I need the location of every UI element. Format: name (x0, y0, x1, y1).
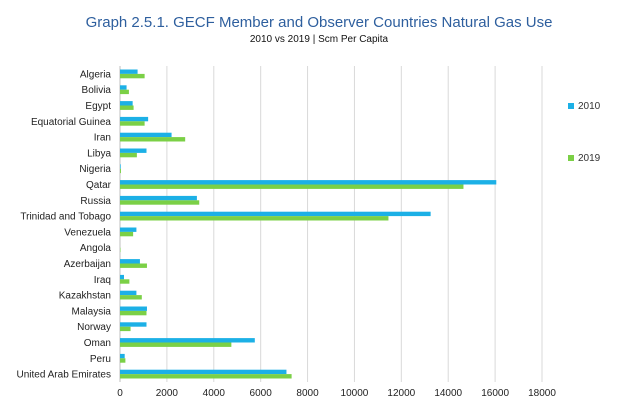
bar-azerbaijan-2019 (120, 263, 147, 268)
category-label-russia: Russia (80, 196, 111, 207)
category-label-oman: Oman (84, 338, 111, 349)
category-label-iran: Iran (94, 133, 111, 144)
category-label-libya: Libya (87, 148, 111, 159)
bar-bolivia-2010 (120, 85, 127, 90)
category-label-united-arab-emirates: United Arab Emirates (17, 370, 112, 381)
bar-malaysia-2010 (120, 306, 147, 311)
bar-venezuela-2010 (120, 227, 137, 232)
bar-algeria-2010 (120, 69, 138, 74)
category-label-nigeria: Nigeria (79, 164, 111, 175)
x-tick-0: 0 (117, 388, 123, 399)
x-tick-18000: 18000 (528, 388, 556, 399)
x-tick-2000: 2000 (156, 388, 179, 399)
bar-iraq-2019 (120, 279, 130, 284)
bar-egypt-2019 (120, 105, 134, 110)
x-tick-labels: 0 2000 4000 6000 8000 10000 12000 14000 16000 180… (117, 388, 556, 399)
category-label-norway: Norway (77, 322, 111, 333)
bar-oman-2019 (120, 342, 232, 347)
category-label-equatorial-guinea: Equatorial Guinea (31, 117, 111, 128)
x-tick-14000: 14000 (434, 388, 462, 399)
category-label-azerbaijan: Azerbaijan (64, 259, 111, 270)
category-label-algeria: Algeria (80, 69, 112, 80)
bar-norway-2019 (120, 326, 131, 332)
bars (120, 69, 497, 379)
category-labels: Algeria Bolivia Egypt Equatorial Guinea Iran… (17, 69, 112, 380)
legend-swatch-2010 (568, 103, 574, 109)
bar-equatorial-guinea-2010 (120, 116, 149, 122)
bar-russia-2019 (120, 200, 200, 205)
bar-iran-2010 (120, 132, 172, 138)
category-label-egypt: Egypt (85, 101, 111, 112)
legend-swatch-2019 (568, 155, 574, 161)
bar-nigeria-2019 (120, 168, 121, 174)
category-label-venezuela: Venezuela (64, 227, 111, 238)
bar-venezuela-2019 (120, 231, 134, 237)
chart-subtitle: 2010 vs 2019 | Scm Per Capita (249, 34, 389, 45)
category-label-trinidad-and-tobago: Trinidad and Tobago (20, 212, 111, 223)
x-tick-4000: 4000 (203, 388, 226, 399)
x-tick-6000: 6000 (250, 388, 273, 399)
bar-malaysia-2019 (120, 310, 147, 316)
bar-russia-2010 (120, 195, 197, 201)
x-tick-16000: 16000 (481, 388, 509, 399)
bar-equatorial-guinea-2019 (120, 121, 145, 126)
x-tick-12000: 12000 (387, 388, 415, 399)
bar-nigeria-2010 (120, 164, 121, 169)
gridlines (119, 66, 543, 382)
legend: 2010 2019 (568, 101, 601, 164)
x-tick-8000: 8000 (296, 388, 319, 399)
category-label-angola: Angola (80, 243, 112, 254)
category-label-peru: Peru (90, 354, 111, 365)
bar-peru-2010 (120, 353, 125, 359)
bar-libya-2010 (120, 148, 147, 153)
bar-peru-2019 (120, 358, 126, 363)
bar-trinidad-and-tobago-2019 (120, 216, 389, 221)
bar-oman-2010 (120, 338, 255, 343)
category-label-kazakhstan: Kazakhstan (59, 291, 111, 302)
bar-libya-2019 (120, 152, 137, 158)
bar-kazakhstan-2019 (120, 295, 142, 300)
category-label-qatar: Qatar (86, 180, 112, 191)
bar-united-arab-emirates-2010 (120, 369, 287, 375)
bar-iran-2019 (120, 137, 186, 142)
chart-title: Graph 2.5.1. GECF Member and Observer Co… (85, 14, 553, 31)
bar-algeria-2019 (120, 73, 145, 79)
bar-qatar-2019 (120, 184, 464, 189)
bar-bolivia-2019 (120, 89, 129, 95)
bar-kazakhstan-2010 (120, 290, 137, 296)
legend-label-2019: 2019 (578, 153, 601, 164)
bar-azerbaijan-2010 (120, 259, 140, 264)
legend-label-2010: 2010 (578, 101, 601, 112)
bar-trinidad-and-tobago-2010 (120, 211, 431, 217)
bar-norway-2010 (120, 322, 147, 327)
category-label-iraq: Iraq (94, 275, 111, 286)
bar-egypt-2010 (120, 101, 133, 106)
bar-united-arab-emirates-2019 (120, 374, 292, 379)
category-label-bolivia: Bolivia (82, 85, 112, 96)
x-tick-10000: 10000 (341, 388, 369, 399)
category-label-malaysia: Malaysia (72, 306, 112, 317)
bar-qatar-2010 (120, 180, 497, 185)
bar-iraq-2010 (120, 274, 124, 280)
